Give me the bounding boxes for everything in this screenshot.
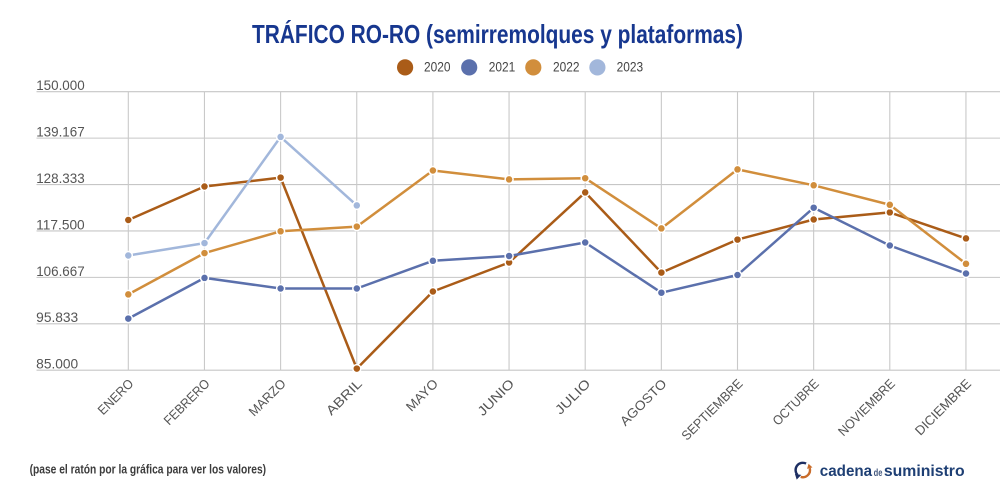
svg-text:85.000: 85.000 xyxy=(36,357,78,372)
svg-text:suministro: suministro xyxy=(884,463,965,480)
svg-text:cadena: cadena xyxy=(820,463,872,480)
svg-text:106.667: 106.667 xyxy=(36,264,84,279)
svg-text:117.500: 117.500 xyxy=(36,217,85,232)
svg-text:de: de xyxy=(874,468,883,479)
svg-text:TRÁFICO RO-RO (semirremolques: TRÁFICO RO-RO (semirremolques y platafor… xyxy=(252,19,743,49)
svg-text:128.333: 128.333 xyxy=(36,171,85,186)
svg-text:139.167: 139.167 xyxy=(36,125,84,140)
svg-text:2021: 2021 xyxy=(489,59,516,75)
svg-text:2020: 2020 xyxy=(424,59,451,75)
svg-text:150.000: 150.000 xyxy=(36,78,85,93)
svg-text:(pase el ratón por la gráfica: (pase el ratón por la gráfica para ver l… xyxy=(30,462,267,477)
svg-text:2022: 2022 xyxy=(553,59,580,75)
svg-text:95.833: 95.833 xyxy=(36,310,78,325)
svg-text:2023: 2023 xyxy=(617,59,644,75)
